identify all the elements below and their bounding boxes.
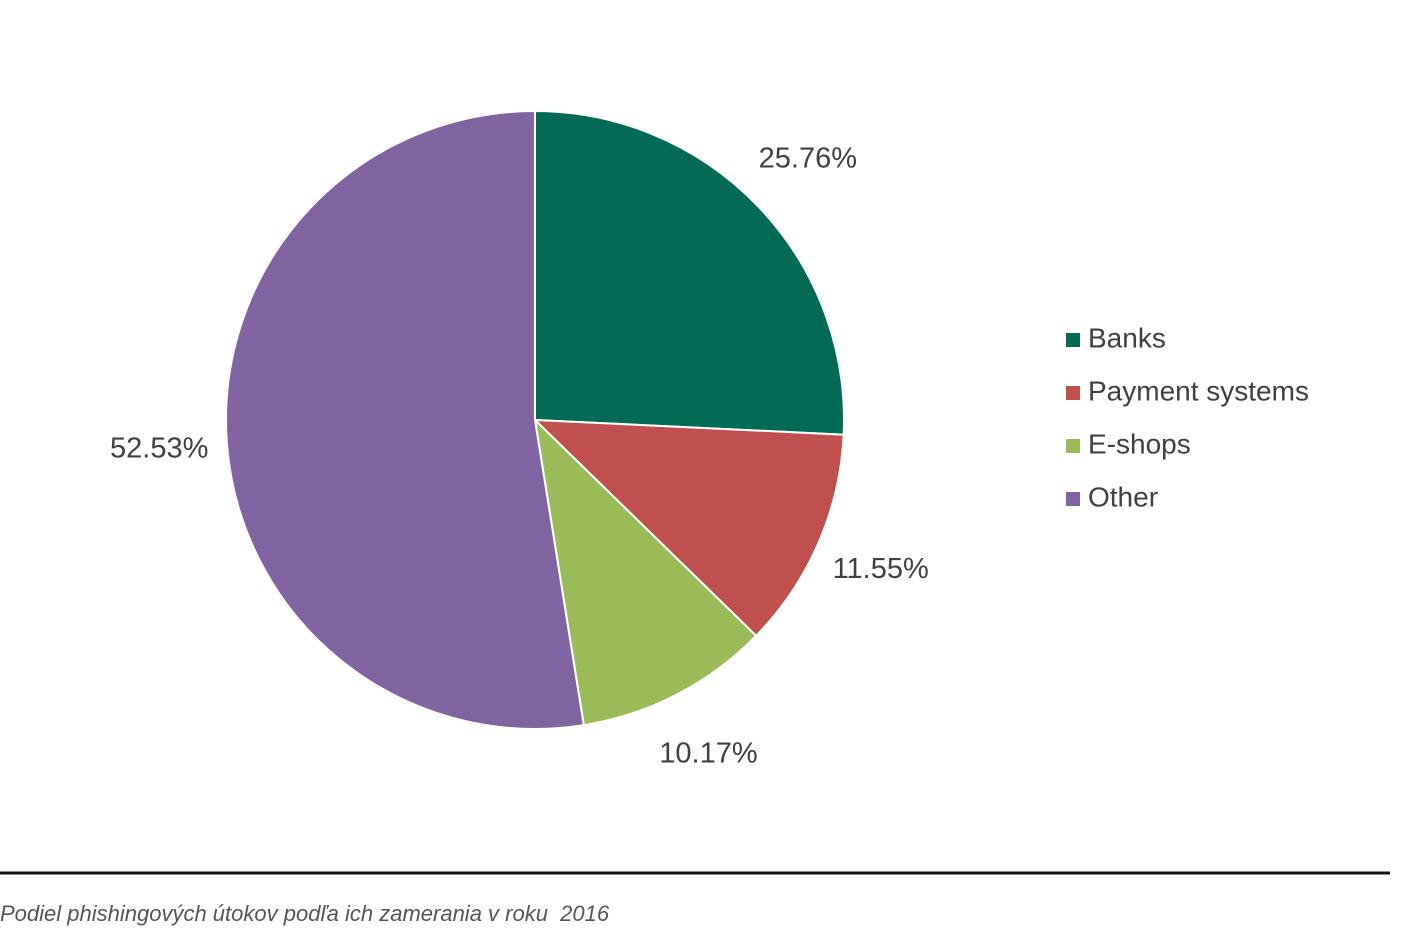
- legend-swatch: [1066, 333, 1080, 347]
- pie-slice: [533, 417, 758, 727]
- legend-label: E-shops: [1088, 428, 1191, 459]
- legend-swatch: [1066, 386, 1080, 400]
- pie-slice: [532, 418, 845, 638]
- caption: Podiel phishingových útokov podľa ich za…: [0, 901, 610, 926]
- legend-swatch: [1066, 492, 1080, 506]
- data-label: 25.76%: [759, 143, 857, 175]
- legend-label: Payment systems: [1088, 375, 1309, 406]
- legend-label: Banks: [1088, 322, 1166, 353]
- data-label: 52.53%: [110, 433, 208, 465]
- legend-swatch: [1066, 439, 1080, 453]
- data-label: 11.55%: [833, 553, 929, 585]
- pie-slice: [534, 109, 845, 436]
- data-label: 10.17%: [659, 737, 757, 769]
- pie-slice: [225, 109, 585, 730]
- legend-label: Other: [1088, 481, 1158, 512]
